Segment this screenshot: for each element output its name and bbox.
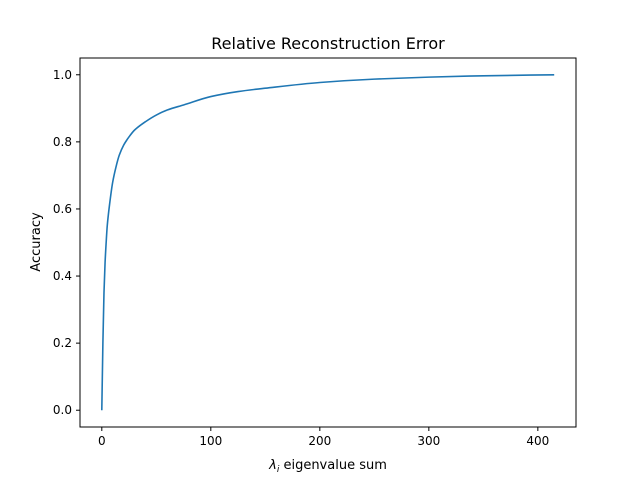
x-tick-label: 200 [308,434,331,448]
x-tick-label: 100 [199,434,222,448]
series-line [101,73,555,411]
x-axis-label: λi eigenvalue sum [268,458,387,475]
x-axis-label-symbol: λ [268,458,277,473]
y-axis-label: Accuracy [29,212,44,272]
y-tick-label: 1.0 [53,68,72,82]
y-axis: 0.0 0.2 0.4 0.6 0.8 1.0 [53,68,80,417]
y-tick-label: 0.6 [53,202,72,216]
x-axis-label-subscript: i [277,465,280,475]
plot-area [101,73,555,411]
axes-frame [79,57,577,428]
y-tick-label: 0.4 [53,269,72,283]
x-axis-label-text: eigenvalue sum [279,458,387,473]
x-tick-label: 300 [417,434,440,448]
y-tick-label: 0.8 [53,135,72,149]
y-tick-label: 0.2 [53,336,72,350]
y-tick-label: 0.0 [53,403,72,417]
x-tick-label: 400 [526,434,549,448]
x-tick-label: 0 [98,434,106,448]
x-axis: 0 100 200 300 400 [98,427,549,448]
chart-title: Relative Reconstruction Error [211,34,445,53]
